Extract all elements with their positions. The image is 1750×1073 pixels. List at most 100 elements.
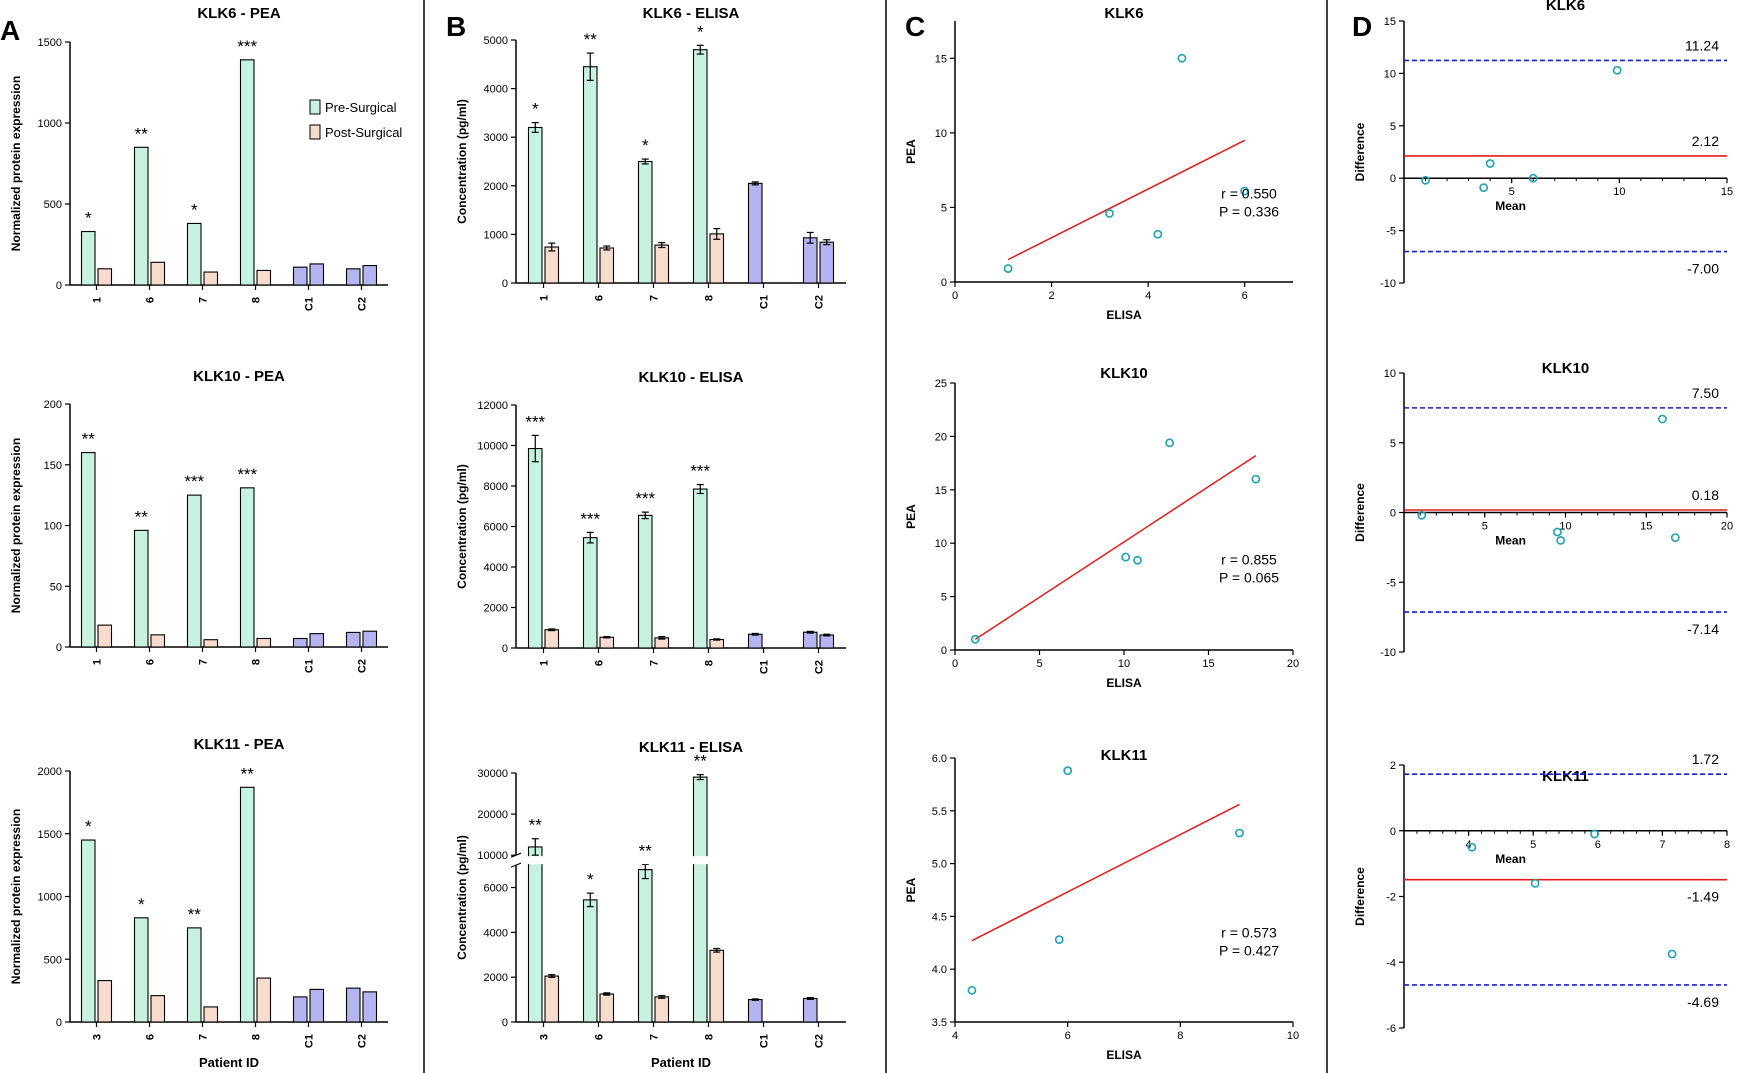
- x-tick-label: 8: [704, 1034, 716, 1040]
- x-tick-label: 20: [1287, 658, 1299, 670]
- bar-pre: [692, 776, 708, 1023]
- data-point: [1417, 510, 1427, 520]
- x-tick-label: 7: [198, 1034, 210, 1040]
- bar-post: [819, 634, 835, 649]
- legend-label-post: Post-Surgical: [325, 125, 402, 140]
- panel-letter-a: A: [0, 15, 20, 46]
- y-axis-label: Concentration (pg/ml): [455, 835, 469, 960]
- x-tick-label: C2: [814, 295, 826, 309]
- x-tick-label: C1: [304, 1034, 316, 1048]
- x-tick-label: C1: [759, 1034, 771, 1048]
- bar-chart-b3: KLK11 - ELISA 0 2000 4000 6000 10000 20000 3000…: [455, 739, 848, 1070]
- significance-marker: *: [697, 22, 704, 41]
- x-tick-label: 8: [251, 1034, 263, 1040]
- bar-post: [256, 637, 272, 648]
- chart-title: KLK6: [1546, 0, 1585, 14]
- x-tick-label: 8: [251, 297, 263, 303]
- x-tick-label: 6: [594, 295, 606, 301]
- x-tick-label: 6: [594, 660, 606, 666]
- significance-marker: **: [529, 816, 543, 835]
- data-point: [1556, 536, 1566, 545]
- y-tick-label: 0: [941, 277, 947, 289]
- bar-post: [256, 269, 272, 286]
- y-tick-label: 500: [44, 954, 62, 966]
- agreement-label: 1.72: [1692, 751, 1719, 767]
- bar-pre: [802, 631, 818, 649]
- bar-post: [150, 261, 166, 286]
- data-point: [1133, 555, 1142, 565]
- y-tick-label: 5000: [484, 35, 508, 47]
- correlation-p: P = 0.065: [1219, 570, 1279, 586]
- significance-marker: **: [584, 30, 598, 49]
- data-point: [1670, 533, 1680, 543]
- bar-pre: [747, 999, 763, 1023]
- y-axis-label: PEA: [904, 139, 918, 164]
- y-tick-label: 1500: [38, 829, 62, 841]
- data-point: [1485, 159, 1495, 168]
- bar-post: [599, 993, 615, 1023]
- bar-pre: [582, 66, 598, 284]
- bar-pre: [186, 927, 202, 1023]
- x-tick-label: 8: [1177, 1030, 1183, 1042]
- y-tick-label: 2000: [484, 181, 508, 193]
- y-axis-label: Normalized protein expression: [9, 438, 23, 613]
- correlation-p: P = 0.336: [1219, 203, 1279, 219]
- bar-post: [709, 233, 725, 284]
- significance-marker: ***: [635, 489, 655, 508]
- x-tick-label: 6: [594, 1034, 606, 1040]
- x-tick-label: 0: [952, 290, 958, 302]
- chart-title: KLK11: [1542, 768, 1589, 785]
- bar-pre: [527, 447, 543, 649]
- y-axis-label: PEA: [904, 877, 918, 902]
- data-point: [1530, 878, 1540, 888]
- y-tick-label: -5: [1386, 577, 1396, 589]
- data-point: [1054, 935, 1064, 945]
- data-point: [1590, 829, 1599, 839]
- scatter-chart-d2: KLK10 -10 -5 0 5 10 5 10 15 20 Difference Mean 7.50 0…: [1353, 360, 1733, 659]
- y-tick-label: 10: [935, 538, 947, 550]
- x-tick-label: C2: [357, 297, 369, 311]
- x-tick-label: 2: [1049, 290, 1055, 302]
- bar-chart-a1: KLK6 - PEA 0 500 1000 1500 Normalized protein…: [9, 5, 388, 311]
- correlation-r: r = 0.855: [1221, 552, 1277, 568]
- y-tick-label: 5: [1390, 438, 1396, 450]
- significance-marker: ***: [690, 462, 710, 481]
- y-tick-label: 15: [935, 485, 947, 497]
- x-tick-label: 0: [952, 658, 958, 670]
- y-tick-label: 0: [502, 643, 508, 655]
- bar-pre: [345, 987, 361, 1023]
- bar-post: [544, 246, 560, 284]
- significance-marker: **: [188, 905, 202, 924]
- y-tick-label: 15: [935, 53, 947, 65]
- y-tick-label: 10000: [477, 850, 508, 862]
- bar-pre: [802, 997, 818, 1023]
- y-tick-label: 20: [935, 431, 947, 443]
- bar-chart-a3: KLK11 - PEA 0 500 1000 1500 2000 Normalized pr…: [9, 736, 388, 1070]
- data-point: [1003, 264, 1013, 273]
- bar-post: [203, 271, 219, 286]
- significance-marker: ***: [525, 412, 545, 431]
- x-tick-label: 4: [952, 1030, 958, 1042]
- bar-pre: [637, 514, 653, 649]
- data-point: [1667, 949, 1677, 959]
- y-tick-label: -2: [1386, 892, 1396, 904]
- x-tick-label: C1: [759, 660, 771, 674]
- bar-pre: [186, 222, 202, 286]
- bar-pre: [692, 488, 708, 649]
- x-tick-label: 15: [1721, 186, 1733, 198]
- bar-post: [544, 975, 560, 1023]
- y-tick-label: 6000: [484, 883, 508, 895]
- x-tick-label: C1: [759, 295, 771, 309]
- y-tick-label: 4000: [484, 84, 508, 96]
- significance-marker: ***: [237, 465, 257, 484]
- x-tick-label: C1: [304, 659, 316, 673]
- x-axis-label: Mean: [1495, 534, 1526, 548]
- y-tick-label: 4000: [484, 562, 508, 574]
- bar-pre: [292, 266, 308, 286]
- x-tick-label: 6: [1595, 839, 1601, 851]
- bar-post: [150, 995, 166, 1023]
- x-tick-label: 10: [1559, 521, 1571, 533]
- data-point: [1240, 186, 1250, 196]
- x-tick-label: 8: [1724, 839, 1730, 851]
